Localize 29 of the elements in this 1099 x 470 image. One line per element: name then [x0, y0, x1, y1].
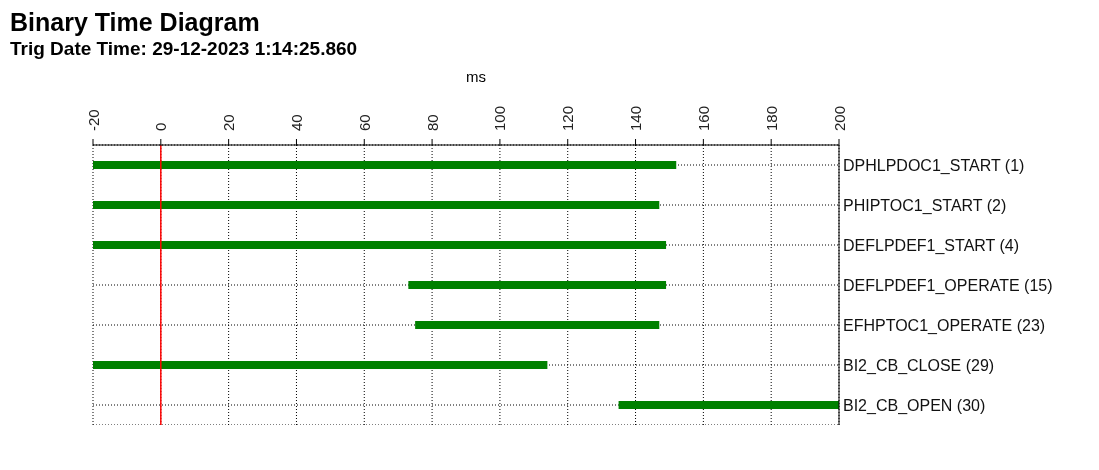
bar — [93, 161, 677, 169]
x-axis-title: ms — [465, 68, 487, 85]
x-tick-label: 180 — [762, 105, 780, 131]
x-tick-label: 80 — [423, 114, 441, 131]
y-tick-label: BI2_CB_OPEN (30) — [843, 396, 986, 415]
x-tick-label: 160 — [694, 105, 712, 131]
y-tick-label: DEFLPDEF1_START (4) — [843, 236, 1020, 255]
y-tick-label: DPHLPDOC1_START (1) — [843, 156, 1025, 175]
bar — [93, 361, 548, 369]
x-tick-label: 20 — [220, 114, 238, 131]
bar — [93, 241, 667, 249]
x-tick-label: 0 — [152, 122, 170, 131]
bar — [415, 321, 660, 329]
x-tick-label: 60 — [355, 114, 373, 131]
y-tick-label: PHIPTOC1_START (2) — [843, 196, 1007, 215]
x-tick-label: 100 — [491, 105, 509, 131]
chart-title: Binary Time Diagram — [10, 8, 261, 36]
x-tick-label: 120 — [559, 105, 577, 131]
y-tick-label: DEFLPDEF1_OPERATE (15) — [843, 276, 1053, 295]
x-tick-label: 140 — [627, 105, 645, 131]
bar — [618, 401, 839, 409]
x-tick-label: 40 — [287, 114, 305, 131]
x-tick-label: -20 — [84, 109, 102, 131]
x-tick-label: 200 — [830, 105, 848, 131]
bar — [93, 201, 660, 209]
y-tick-label: BI2_CB_CLOSE (29) — [843, 356, 995, 375]
y-tick-label: EFHPTOC1_OPERATE (23) — [843, 316, 1046, 335]
chart-subtitle: Trig Date Time: 29-12-2023 1:14:25.860 — [10, 37, 359, 61]
bar — [408, 281, 667, 289]
